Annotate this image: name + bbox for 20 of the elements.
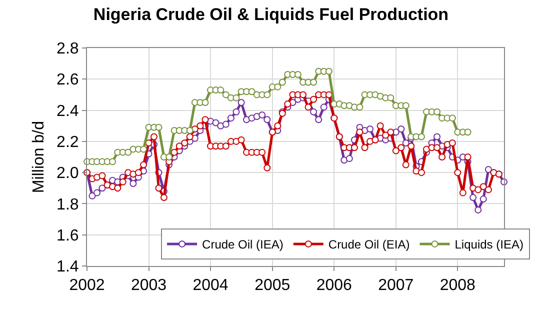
legend-label: Liquids (IEA) <box>454 238 524 252</box>
x-tick-label: 2005 <box>254 277 290 294</box>
y-tick-label: 2.6 <box>56 72 79 89</box>
chart-title: Nigeria Crude Oil & Liquids Fuel Production <box>93 4 449 24</box>
x-tick-label: 2004 <box>192 277 228 294</box>
y-tick-label: 2.0 <box>56 165 79 182</box>
y-tick-label: 1.4 <box>56 258 79 276</box>
x-tick-label: 2008 <box>440 277 476 294</box>
y-axis-title: Million b/d <box>30 120 48 194</box>
x-tick-label: 2002 <box>69 277 105 294</box>
y-tick-label: 1.6 <box>56 227 79 244</box>
x-tick-label: 2006 <box>316 277 352 294</box>
legend-label: Crude Oil (IEA) <box>202 238 284 252</box>
y-tick-label: 2.4 <box>56 102 79 120</box>
y-tick-label: 2.2 <box>56 134 79 152</box>
legend-label: Crude Oil (EIA) <box>328 238 410 252</box>
y-tick-label: 1.8 <box>56 196 79 214</box>
x-tick-label: 2003 <box>130 277 167 294</box>
y-tick-label: 2.8 <box>56 40 79 58</box>
x-tick-label: 2007 <box>378 277 414 294</box>
